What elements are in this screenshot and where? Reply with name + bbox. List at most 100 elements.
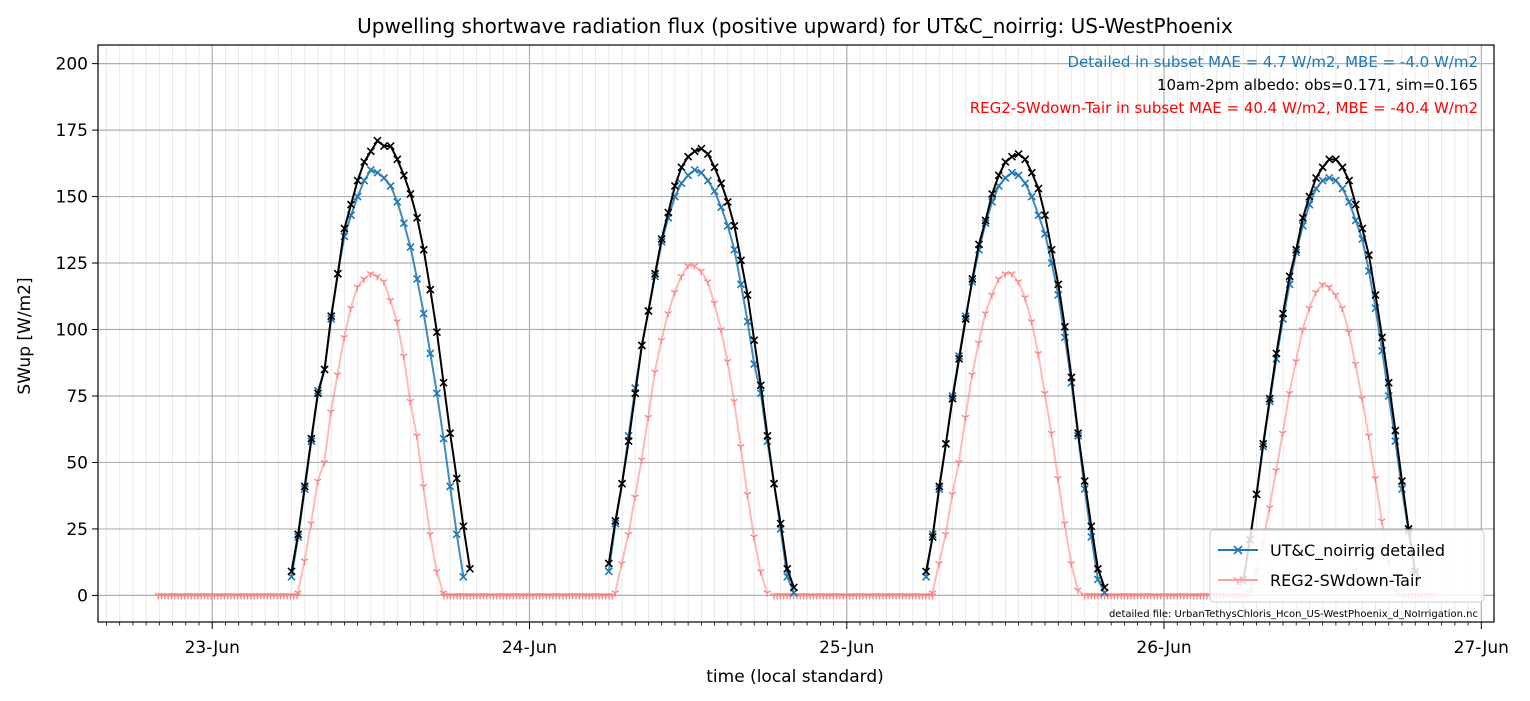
- detailed-point: [1331, 176, 1340, 185]
- observed-point: [419, 245, 428, 254]
- detailed-point: [1345, 197, 1354, 206]
- reg2-line: [614, 264, 769, 594]
- observed-point: [1285, 272, 1294, 281]
- reg2-point: [730, 398, 738, 406]
- observed-point: [677, 163, 686, 172]
- observed-point: [1007, 152, 1017, 161]
- reg2-point: [703, 279, 712, 286]
- x-tick-label: 26-Jun: [1136, 638, 1191, 658]
- reg2-point: [1014, 279, 1023, 286]
- observed-point: [1014, 149, 1023, 159]
- x-tick-label: 25-Jun: [819, 638, 874, 658]
- reg2-point: [624, 531, 633, 539]
- reg2-point: [346, 305, 355, 313]
- reg2-point: [1054, 475, 1062, 483]
- annotation-albedo: 10am-2pm albedo: obs=0.171, sim=0.165: [1157, 76, 1478, 94]
- detailed-point: [439, 434, 448, 443]
- observed-point: [1259, 439, 1268, 448]
- reg2-point: [981, 310, 990, 318]
- observed-point: [1384, 378, 1393, 387]
- observed-point: [710, 163, 719, 172]
- reg2-point: [1305, 305, 1313, 313]
- observed-point: [736, 256, 746, 265]
- observed-point: [1378, 333, 1387, 342]
- reg2-point: [941, 531, 950, 539]
- detailed-point: [413, 274, 422, 284]
- reg2-point: [750, 534, 758, 541]
- observed-point: [637, 341, 646, 350]
- observed-point: [1054, 280, 1063, 289]
- observed-point: [1080, 477, 1089, 486]
- x-axis: 23-Jun 24-Jun 25-Jun 26-Jun 27-Jun: [106, 622, 1509, 658]
- reg2-point: [968, 372, 976, 379]
- series-observed: [287, 136, 1420, 592]
- observed-point: [432, 328, 441, 337]
- reg2-point: [1040, 390, 1049, 398]
- observed-point: [723, 197, 732, 206]
- detailed-point: [459, 572, 468, 581]
- legend-box: [1209, 529, 1485, 603]
- observed-point: [1371, 290, 1380, 300]
- reg2-point: [664, 310, 672, 318]
- detailed-point: [446, 482, 455, 491]
- observed-point: [1047, 245, 1056, 254]
- reg2-point: [723, 358, 732, 366]
- observed-point: [1364, 250, 1373, 260]
- observed-point: [1338, 163, 1347, 172]
- observed-point: [789, 583, 798, 592]
- reg2-point: [961, 414, 970, 422]
- reg2-point: [1338, 305, 1347, 313]
- observed-point: [988, 189, 997, 198]
- observed-point: [928, 532, 937, 541]
- reg2-point: [651, 369, 659, 377]
- reg2-point: [617, 560, 626, 568]
- reg2-point: [1298, 326, 1307, 334]
- observed-point: [1087, 522, 1096, 531]
- reg2-point: [684, 263, 692, 270]
- observed-point: [1100, 583, 1109, 592]
- observed-point: [697, 144, 706, 153]
- observed-point: [776, 519, 785, 528]
- reg2-point: [1060, 521, 1069, 528]
- series-layer: [154, 136, 1436, 600]
- observed-point: [1305, 192, 1314, 201]
- reg2-point: [1067, 560, 1076, 568]
- reg2-point: [677, 273, 686, 281]
- observed-point: [955, 354, 964, 363]
- reg2-point: [1318, 281, 1327, 289]
- observed-point: [459, 522, 468, 531]
- reg2-point: [670, 289, 679, 297]
- reg2-point: [736, 443, 745, 451]
- observed-point: [968, 274, 977, 284]
- observed-point: [465, 564, 475, 573]
- observed-point: [393, 155, 402, 164]
- observed-point: [1298, 213, 1307, 222]
- y-tick-label: 175: [56, 121, 88, 141]
- observed-point: [353, 176, 362, 185]
- observed-point: [379, 141, 389, 151]
- detailed-point: [1351, 216, 1360, 225]
- observed-point: [1093, 564, 1102, 573]
- detailed-point: [703, 176, 713, 185]
- x-tick-label: 27-Jun: [1454, 638, 1509, 658]
- reg2-point: [763, 590, 771, 597]
- observed-point: [1040, 211, 1050, 220]
- detailed-point: [419, 309, 428, 318]
- observed-point: [684, 152, 693, 161]
- observed-point: [360, 157, 369, 167]
- reg2-point: [631, 494, 639, 502]
- reg2-point: [386, 297, 395, 305]
- observed-point: [1060, 322, 1069, 331]
- reg2-point: [406, 398, 415, 406]
- detailed-point: [399, 219, 408, 228]
- observed-point: [763, 431, 772, 440]
- detailed-point: [426, 349, 435, 358]
- observed-point: [320, 365, 329, 374]
- observed-point: [1278, 309, 1288, 318]
- observed-point: [948, 394, 957, 403]
- legend-swatch-marker: [1233, 545, 1243, 555]
- reg2-point: [353, 284, 362, 291]
- reg2-point: [697, 268, 705, 276]
- annotation-reg2-metrics: REG2-SWdown-Tair in subset MAE = 40.4 W/…: [970, 99, 1478, 117]
- observed-point: [1272, 349, 1281, 358]
